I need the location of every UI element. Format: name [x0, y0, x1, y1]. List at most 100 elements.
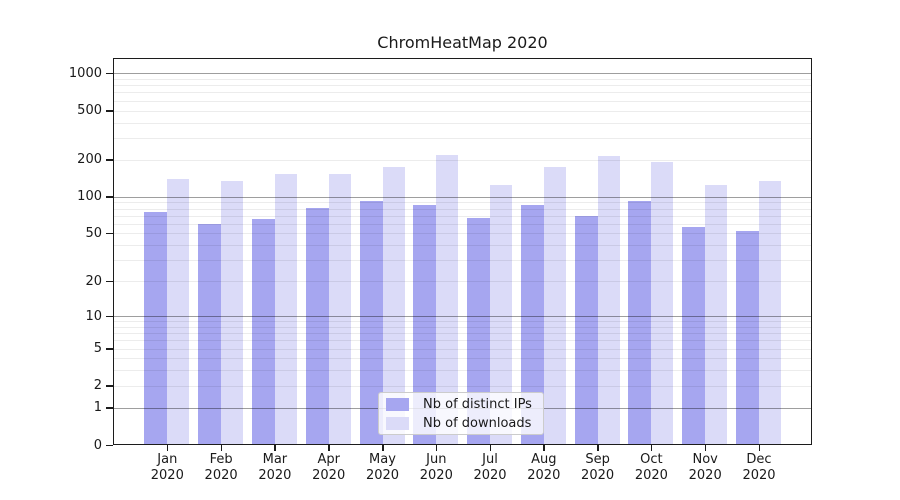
bar-downloads-aug [543, 167, 566, 445]
gridline-minor-20 [113, 281, 812, 283]
y-tick-label-10: 10 [85, 308, 102, 324]
chart-title: ChromHeatMap 2020 [377, 33, 548, 52]
bar-downloads-jul [490, 185, 512, 445]
gridline-minor-30 [113, 260, 812, 262]
x-tick-aug [543, 445, 545, 451]
gridline-minor-8 [113, 326, 812, 328]
y-tick-label-5: 5 [93, 341, 102, 357]
y-tick-20 [106, 280, 113, 283]
gridline-minor-80 [113, 208, 812, 210]
x-tick-label-may: May 2020 [365, 452, 400, 483]
bar-downloads-dec [759, 181, 781, 445]
x-tick-dec [758, 445, 760, 451]
x-tick-label-sep: Sep 2020 [581, 452, 615, 483]
gridline-minor-60 [113, 223, 812, 225]
y-tick-500 [106, 110, 113, 112]
gridline-minor-800 [113, 85, 812, 87]
bar-downloads-mar [274, 174, 297, 445]
y-tick-5 [106, 348, 113, 350]
bar-distinct-ips-nov [682, 226, 706, 445]
gridline-minor-5 [113, 348, 812, 350]
bar-distinct-ips-feb [198, 223, 222, 445]
bar-distinct-ips-apr [305, 207, 329, 445]
x-tick-label-jan: Jan 2020 [150, 452, 184, 483]
gridline-minor-40 [113, 245, 812, 247]
y-tick-label-50: 50 [85, 225, 102, 241]
gridline-minor-900 [113, 78, 812, 80]
gridline-minor-90 [113, 202, 812, 204]
bar-downloads-feb [221, 181, 244, 445]
bar-downloads-sep [597, 155, 620, 445]
legend-item-distinct-ips: Nb of distinct IPs [386, 396, 543, 412]
bar-downloads-nov [705, 185, 728, 445]
y-tick-label-200: 200 [77, 152, 102, 168]
y-tick-2 [106, 385, 113, 387]
gridline-minor-50 [113, 233, 812, 235]
gridline-minor-9 [113, 321, 812, 323]
gridline-minor-7 [113, 333, 812, 335]
x-tick-label-feb: Feb 2020 [204, 452, 238, 483]
y-tick-10 [106, 315, 113, 317]
x-tick-feb [220, 445, 223, 451]
y-tick-label-1: 1 [93, 400, 102, 416]
bar-downloads-may [382, 167, 405, 445]
y-tick-label-100: 100 [77, 189, 102, 205]
bar-downloads-jan [167, 179, 190, 445]
bar-distinct-ips-jan [144, 212, 168, 445]
gridline-minor-200 [113, 159, 812, 161]
gridline-major-1000 [113, 73, 812, 75]
y-tick-0 [106, 444, 113, 446]
gridline-minor-70 [113, 215, 812, 217]
x-tick-nov [704, 445, 707, 451]
bar-distinct-ips-jul [467, 218, 490, 445]
y-tick-200 [106, 159, 113, 161]
y-tick-label-20: 20 [85, 273, 102, 289]
x-tick-may [382, 445, 384, 451]
x-tick-jun [435, 445, 438, 451]
gridline-minor-4 [113, 358, 812, 360]
gridline-minor-700 [113, 92, 812, 94]
x-tick-label-apr: Apr 2020 [312, 452, 346, 483]
x-tick-label-jun: Jun 2020 [419, 452, 453, 483]
legend: Nb of distinct IPs Nb of downloads [378, 392, 544, 435]
bar-distinct-ips-dec [736, 231, 759, 445]
plot-frame [113, 58, 812, 445]
legend-label-distinct-ips: Nb of distinct IPs [423, 396, 532, 412]
legend-item-downloads: Nb of downloads [386, 415, 543, 431]
x-tick-sep [597, 445, 599, 451]
y-tick-1000 [106, 72, 113, 75]
gridline-minor-2 [113, 385, 812, 387]
y-tick-100 [106, 196, 113, 198]
gridline-minor-3 [113, 370, 812, 372]
bar-downloads-apr [328, 174, 351, 445]
x-tick-oct [650, 445, 653, 451]
x-tick-label-jul: Jul 2020 [473, 452, 507, 483]
bar-distinct-ips-may [359, 201, 383, 445]
gridline-minor-500 [113, 110, 812, 112]
bar-downloads-oct [651, 161, 674, 445]
bar-distinct-ips-sep [574, 215, 598, 445]
x-tick-apr [328, 445, 330, 451]
gridline-minor-300 [113, 137, 812, 139]
x-tick-label-nov: Nov 2020 [688, 452, 722, 483]
y-tick-50 [106, 232, 113, 235]
bar-distinct-ips-aug [520, 204, 544, 445]
gridline-minor-6 [113, 340, 812, 342]
bar-distinct-ips-oct [628, 200, 652, 445]
x-tick-label-aug: Aug 2020 [527, 452, 561, 483]
x-tick-mar [274, 445, 276, 451]
y-tick-1 [106, 407, 113, 409]
gridline-minor-600 [113, 100, 812, 102]
x-tick-label-dec: Dec 2020 [742, 452, 776, 483]
legend-swatch-distinct-ips [386, 397, 409, 411]
y-tick-label-1000: 1000 [68, 65, 102, 81]
gridline-minor-400 [113, 122, 812, 124]
x-tick-label-mar: Mar 2020 [258, 452, 292, 483]
y-tick-label-500: 500 [77, 103, 102, 118]
y-tick-label-2: 2 [93, 378, 102, 394]
x-tick-jul [489, 445, 491, 451]
x-tick-label-oct: Oct 2020 [634, 452, 668, 483]
bar-distinct-ips-jun [413, 205, 437, 445]
bar-downloads-jun [436, 155, 459, 445]
